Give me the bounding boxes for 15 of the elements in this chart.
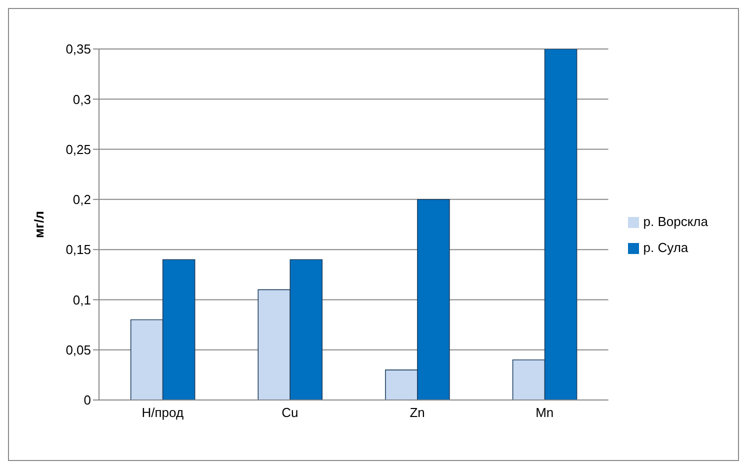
y-tick-label: 0,05 — [66, 342, 91, 358]
x-tick-label: Zn — [410, 405, 425, 420]
y-axis-title: мг/л — [32, 211, 47, 238]
x-tick-label: Cu — [282, 405, 298, 420]
y-tick-label: 0 — [84, 392, 91, 408]
x-tick-label: Н/прод — [142, 405, 184, 420]
legend-label: р. Сула — [643, 240, 688, 254]
y-tick-label: 0,1 — [72, 292, 91, 308]
y-tick-label: 0,2 — [72, 192, 91, 208]
y-tick-label: 0,15 — [66, 242, 91, 258]
y-tick-label: 0,3 — [72, 92, 91, 107]
legend-label: р. Ворскла — [643, 214, 708, 228]
y-tick-label: 0,35 — [66, 42, 91, 57]
y-tick-label: 0,25 — [66, 142, 91, 157]
x-tick-label: Mn — [536, 405, 554, 420]
